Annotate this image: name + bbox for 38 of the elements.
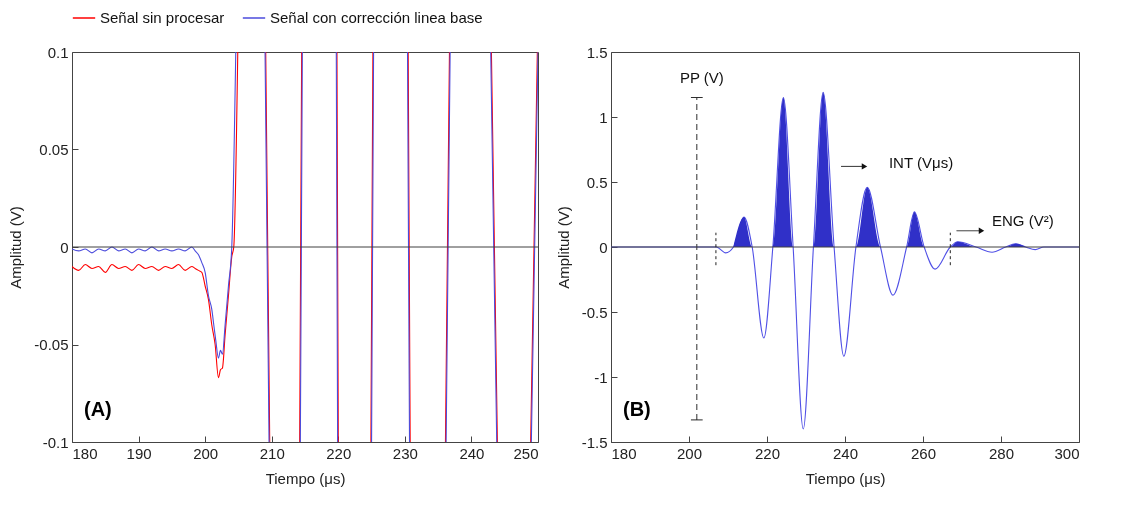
text: (A) <box>84 398 112 420</box>
x-tick-label: 200 <box>676 444 703 462</box>
annotation: PP (V) <box>679 69 724 86</box>
x-tick-label: 180 <box>72 444 98 462</box>
x-tick-label: 280 <box>988 444 1015 462</box>
y-tick-label: -0.1 <box>42 433 69 451</box>
y-axis-title: Amplitud (V) <box>554 206 572 289</box>
legend-label: Señal sin procesar <box>100 9 225 26</box>
y-tick-label: 0.5 <box>586 173 608 191</box>
x-tick-label: 180 <box>611 444 637 462</box>
x-tick-label: 190 <box>126 444 152 462</box>
x-tick-label: 220 <box>326 444 352 462</box>
x-tick-label: 260 <box>910 444 937 462</box>
y-tick-label: 1 <box>599 108 608 126</box>
y-tick-label: 0.05 <box>39 141 69 158</box>
y-tick-label: -1.5 <box>581 433 608 451</box>
x-tick-label: 240 <box>459 444 485 462</box>
x-axis-title: Tiempo (μs) <box>265 469 346 487</box>
y-tick-label: 0.1 <box>47 43 69 61</box>
x-tick-label: 210 <box>259 444 285 462</box>
x-axis-title: Tiempo (μs) <box>805 469 886 487</box>
y-tick-label: 0 <box>60 238 69 256</box>
x-tick-label: 220 <box>754 444 781 462</box>
legend-label: Señal con corrección linea base <box>270 9 483 26</box>
y-tick-label: -1 <box>594 368 608 386</box>
x-tick-label: 250 <box>513 444 539 462</box>
y-tick-label: -0.05 <box>34 336 69 353</box>
x-tick-label: 240 <box>832 444 859 462</box>
annotation: ENG (V²) <box>992 212 1054 229</box>
annotation: INT (Vμs) <box>888 153 954 171</box>
y-axis-title: Amplitud (V) <box>7 206 25 289</box>
x-tick-label: 200 <box>193 444 219 462</box>
y-tick-label: 1.5 <box>586 43 608 61</box>
y-tick-label: 0 <box>599 238 608 256</box>
y-tick-label: -0.5 <box>581 303 608 321</box>
x-tick-label: 300 <box>1054 444 1080 462</box>
x-tick-label: 230 <box>392 444 418 462</box>
text: (B) <box>623 398 651 420</box>
